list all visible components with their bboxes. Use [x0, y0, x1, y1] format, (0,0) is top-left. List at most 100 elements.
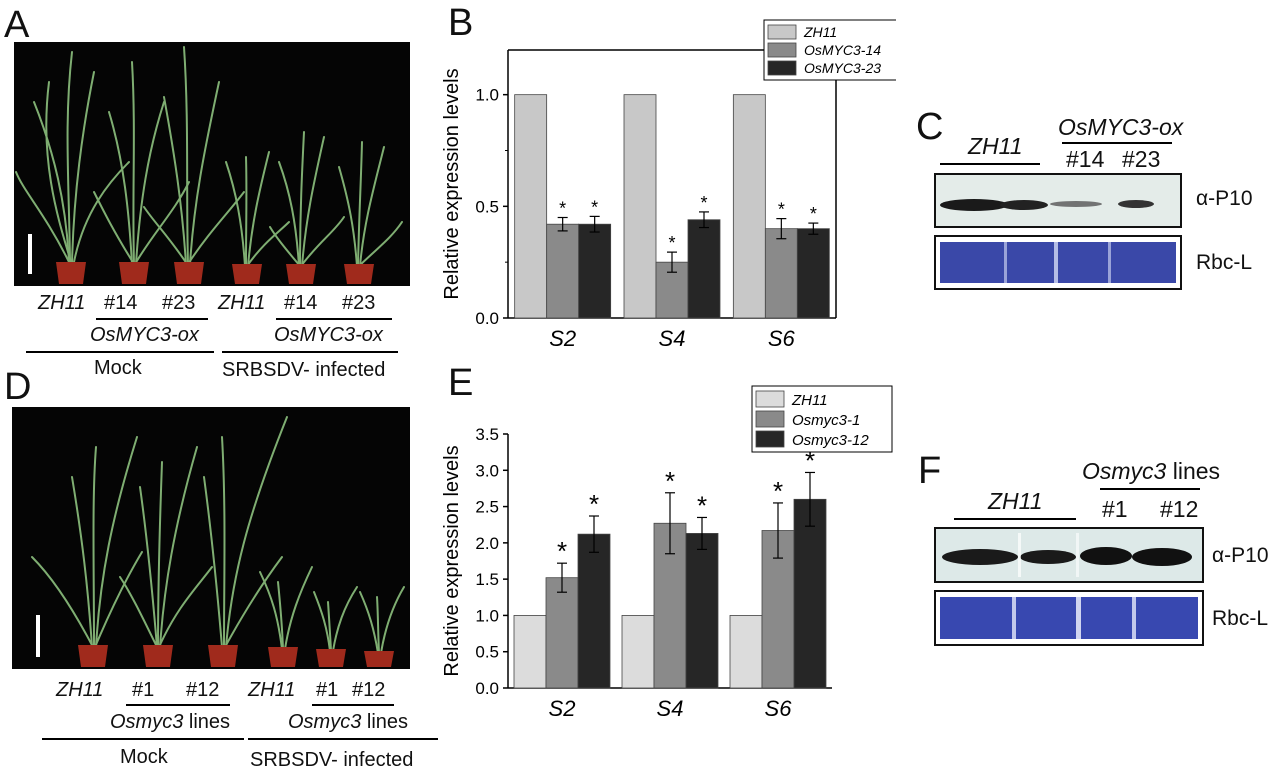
chart-b-bar-2-2 — [796, 228, 830, 319]
d-label-line-1-mock: #1 — [132, 679, 155, 701]
d-label-osmyc3-mock-italic: Osmyc3 — [110, 711, 184, 733]
chart-b-legend-label-0: ZH11 — [803, 24, 837, 40]
c-blot-rbcl — [934, 235, 1182, 290]
chart-e-ylabel: Relative expression levels — [441, 445, 463, 676]
c-underline-osmyc3-ox — [1062, 142, 1172, 144]
d-label-lines-mock: lines — [183, 711, 231, 733]
chart-e-sig-1-2: * — [697, 490, 707, 520]
panel-letter-d: D — [4, 366, 32, 408]
chart-b-category-2: S6 — [768, 326, 796, 351]
f-row-label-p10: α-P10 — [1212, 544, 1269, 567]
chart-b-legend-label-2: OsMYC3-23 — [804, 60, 881, 76]
chart-b-bar-0-2 — [578, 223, 612, 319]
chart-e-legend-swatch-2 — [755, 430, 785, 448]
scale-bar-a — [28, 234, 32, 274]
pot-a-3 — [174, 262, 204, 284]
d-label-line-1-infected: #1 — [316, 679, 339, 701]
pot-d-5 — [316, 649, 346, 667]
chart-e-bar-2-2 — [793, 498, 827, 689]
chart-e-bar-1-2 — [685, 533, 719, 689]
c-underline-zh11 — [940, 163, 1040, 165]
a-label-line-14-mock: #14 — [104, 292, 138, 314]
chart-e-bar-0-1 — [545, 577, 579, 689]
d-label-osmyc3-lines-infected: Osmyc3 lines — [288, 712, 408, 732]
chart-e-bar-2-0 — [729, 615, 763, 689]
c-header-osmyc3-ox: OsMYC3-ox — [1058, 114, 1184, 140]
chart-e-category-2: S6 — [765, 696, 793, 721]
chart-e-ytick-label-2: 1.0 — [475, 606, 499, 625]
plant-photo-a — [14, 42, 410, 286]
chart-b-bar-2-1 — [764, 228, 798, 319]
chart-e-ytick-label-6: 3.0 — [475, 461, 499, 480]
a-label-zh11-infected: ZH11 — [218, 292, 266, 314]
a-underline-mock — [26, 351, 214, 353]
chart-b-legend-swatch-2 — [767, 60, 797, 76]
pot-a-4 — [232, 264, 262, 284]
a-label-zh11-mock: ZH11 — [38, 292, 86, 314]
chart-e-category-0: S2 — [549, 696, 576, 721]
c-lane-23: #23 — [1122, 146, 1161, 172]
c-row-label-rbcl: Rbc-L — [1196, 251, 1253, 274]
c-blot-p10 — [934, 173, 1182, 228]
chart-b-ylabel: Relative expression levels — [441, 68, 463, 299]
chart-b-sig-1-1: * — [668, 233, 675, 253]
pot-d-2 — [143, 645, 173, 667]
f-blot-p10 — [934, 527, 1204, 583]
pot-d-4 — [268, 647, 298, 667]
d-label-mock: Mock — [120, 746, 168, 768]
chart-b-sig-0-1: * — [559, 199, 566, 219]
chart-b-ytick-label-0: 0.0 — [475, 309, 499, 328]
chart-e-bar-0-0 — [513, 615, 547, 689]
a-label-srbsdv-infected: SRBSDV- infected — [222, 359, 386, 381]
chart-b-category-1: S4 — [659, 326, 686, 351]
chart-e-legend-swatch-1 — [755, 410, 785, 428]
d-label-zh11-mock: ZH11 — [56, 679, 104, 701]
chart-b-sig-2-1: * — [778, 200, 785, 220]
chart-b: 0.0 0.5 1.0 Relative expression levels * * S2 *… — [441, 19, 896, 351]
d-underline-infected — [248, 738, 438, 740]
chart-b-bar-2-0 — [732, 94, 766, 319]
chart-e-ytick-label-5: 2.5 — [475, 498, 499, 517]
chart-b-bar-1-0 — [623, 94, 657, 319]
f-lane-1: #1 — [1102, 496, 1128, 522]
chart-b-ytick-label-1: 0.5 — [475, 197, 499, 216]
chart-b-bar-0-0 — [514, 94, 548, 319]
c-row-label-p10: α-P10 — [1196, 187, 1253, 210]
chart-e-sig-2-1: * — [773, 476, 783, 506]
chart-b-legend-swatch-0 — [767, 24, 797, 40]
f-row-label-rbcl: Rbc-L — [1212, 607, 1269, 630]
chart-e-legend-label-0: ZH11 — [791, 392, 828, 409]
c-header-zh11: ZH11 — [968, 133, 1023, 159]
chart-e-legend-label-2: Osmyc3-12 — [792, 432, 869, 449]
chart-e-ytick-label-7: 3.5 — [475, 425, 499, 444]
pot-d-6 — [364, 651, 394, 667]
chart-e-sig-0-1: * — [557, 536, 567, 566]
chart-e-ytick-label-4: 2.0 — [475, 534, 499, 553]
d-label-zh11-infected: ZH11 — [248, 679, 296, 701]
c-lane-14: #14 — [1066, 146, 1105, 172]
a-label-line-23-infected: #23 — [342, 292, 376, 314]
f-header-osmyc3-lines: Osmyc3 lines — [1082, 460, 1220, 483]
chart-e-sig-0-2: * — [589, 489, 599, 519]
chart-b-sig-2-2: * — [810, 204, 817, 224]
chart-e-ytick-label-0: 0.0 — [475, 679, 499, 698]
chart-e-ytick-label-1: 0.5 — [475, 643, 499, 662]
panel-letter-b: B — [448, 2, 474, 44]
d-underline-lines-infected — [312, 704, 394, 706]
pot-a-6 — [344, 264, 374, 284]
c-blot-p10-bands — [940, 199, 1154, 211]
chart-e-category-1: S4 — [657, 696, 684, 721]
chart-e-bar-1-0 — [621, 615, 655, 689]
scale-bar-d — [36, 615, 40, 657]
chart-e-sig-1-1: * — [665, 466, 675, 496]
pot-a-5 — [286, 264, 316, 284]
a-label-osmyc3-ox-infected: OsMYC3-ox — [274, 324, 383, 346]
panel-letter-e: E — [448, 362, 474, 404]
chart-b-sig-0-2: * — [591, 197, 598, 217]
chart-e-bar-0-2 — [577, 533, 611, 689]
f-underline-zh11 — [954, 518, 1076, 520]
d-label-line-12-mock: #12 — [186, 679, 220, 701]
a-underline-lines-infected — [276, 318, 392, 320]
d-underline-lines-mock — [126, 704, 230, 706]
f-header-lines: lines — [1166, 458, 1221, 484]
